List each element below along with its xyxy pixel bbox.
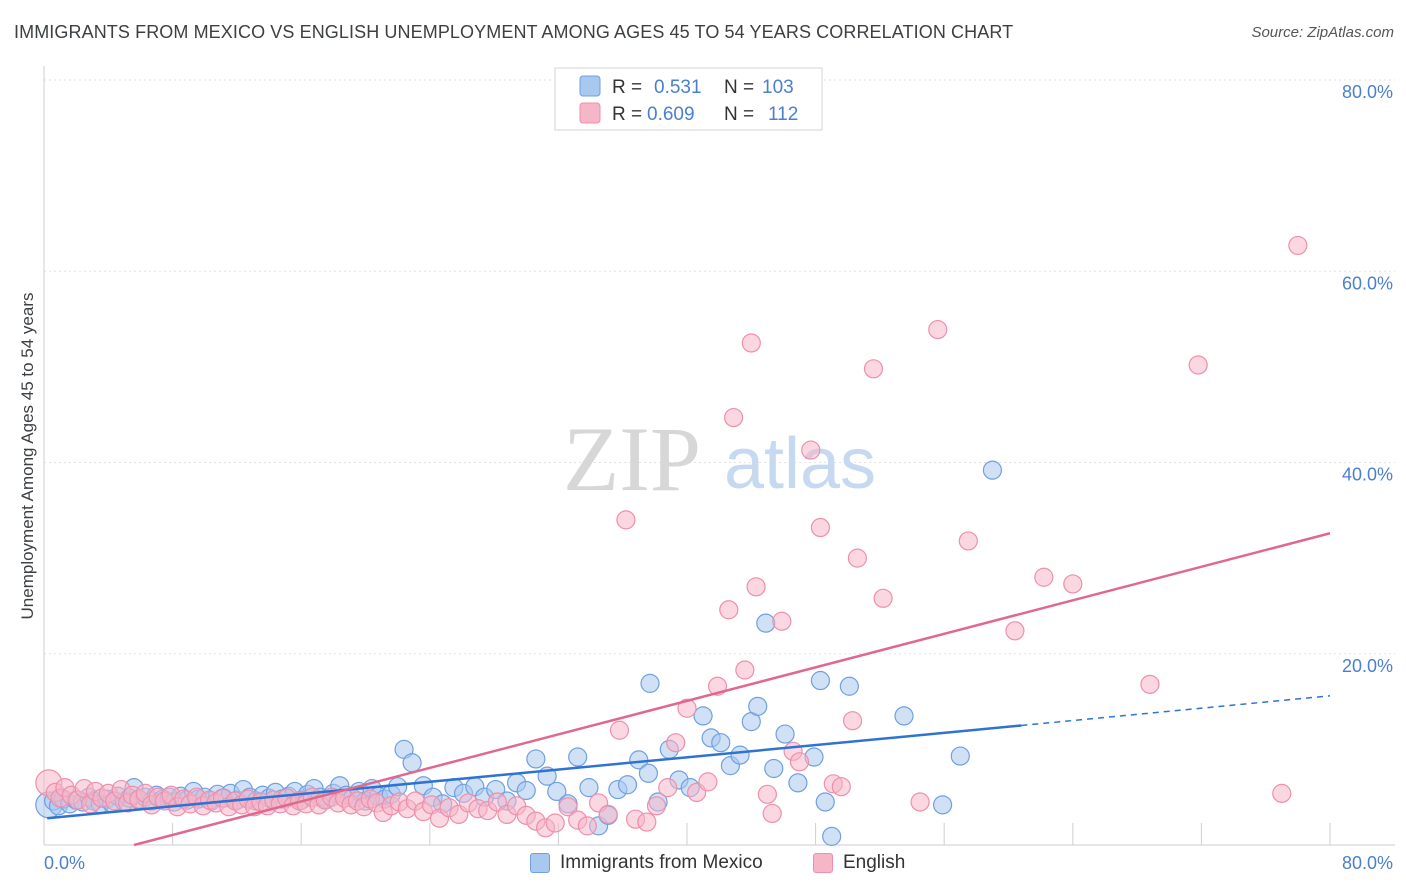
data-point-mexico: [815, 792, 835, 812]
data-point-mexico: [617, 775, 638, 795]
legend-r-label-2: R =: [612, 104, 642, 125]
data-point-english: [928, 319, 948, 340]
data-point-mexico: [638, 763, 659, 783]
data-point-english: [958, 531, 978, 551]
data-point-mexico: [730, 745, 750, 765]
series-english: [35, 235, 1308, 838]
data-point-english: [719, 600, 739, 620]
data-point-english: [746, 577, 766, 597]
data-point-english: [762, 803, 782, 824]
legend: R = 0.531 N = 103 R = 0.609 N = 112: [554, 67, 823, 131]
data-point-mexico: [748, 696, 768, 716]
chart-source: Source: ZipAtlas.com: [1251, 24, 1394, 41]
data-point-mexico: [579, 778, 599, 798]
legend-r-value-2: 0.609: [647, 104, 695, 125]
data-point-mexico: [982, 460, 1003, 480]
legend-n-value-1: 103: [762, 77, 794, 98]
data-point-english: [842, 711, 863, 731]
data-point-mexico: [693, 706, 713, 726]
axes: [43, 66, 1395, 846]
bottom-legend-item-mexico: Immigrants from Mexico: [530, 852, 763, 874]
data-point-english: [847, 548, 867, 568]
data-point-mexico: [764, 758, 784, 779]
data-point-mexico: [568, 747, 588, 767]
data-point-english: [1288, 235, 1308, 256]
data-point-english: [735, 660, 755, 680]
data-point-english: [724, 407, 744, 428]
data-point-mexico: [788, 773, 808, 793]
data-point-english: [598, 804, 618, 825]
bottom-legend-label-mexico: Immigrants from Mexico: [560, 852, 763, 873]
data-point-mexico: [950, 746, 970, 766]
tick-labels: 20.0% 40.0% 60.0% 80.0% 0.0% 80.0%: [44, 82, 1393, 873]
data-point-english: [863, 359, 884, 379]
data-point-mexico: [839, 676, 859, 696]
y-tick-label: 40.0%: [1342, 465, 1393, 485]
trend-line-mexico: [47, 724, 1022, 820]
data-point-mexico: [711, 733, 731, 753]
data-point-english: [646, 796, 667, 816]
x-tick-label: 0.0%: [44, 853, 85, 873]
data-point-mexico: [810, 670, 831, 691]
data-point-english: [637, 812, 657, 832]
trend-line-english: [133, 532, 1331, 847]
data-point-mexico: [516, 780, 536, 801]
data-point-english: [789, 752, 810, 772]
bottom-legend-label-english: English: [843, 852, 906, 873]
legend-swatch-pink: [579, 102, 601, 124]
data-point-english: [666, 733, 686, 753]
data-point-english: [741, 333, 761, 353]
data-point-english: [558, 797, 578, 817]
data-point-english: [910, 792, 930, 812]
data-point-english: [609, 720, 630, 740]
data-point-english: [1140, 674, 1160, 694]
data-point-mexico: [932, 795, 953, 815]
y-tick-label: 80.0%: [1342, 82, 1393, 102]
data-point-english: [873, 588, 893, 608]
legend-n-label-2: N =: [724, 104, 754, 125]
trend-line-mexico-extension: [1021, 695, 1331, 727]
data-point-mexico: [775, 724, 795, 744]
data-point-english: [831, 777, 851, 797]
legend-n-value-2: 112: [768, 104, 798, 125]
data-point-english: [677, 698, 697, 718]
data-point-english: [772, 611, 792, 631]
grid-lines: [43, 79, 1395, 845]
bottom-legend-swatch-pink: [813, 853, 833, 873]
y-tick-label: 20.0%: [1342, 656, 1393, 676]
data-point-english: [545, 813, 565, 833]
watermark-zip: ZIP: [563, 408, 701, 510]
data-point-mexico: [526, 749, 546, 769]
x-tick-label: 80.0%: [1342, 853, 1393, 873]
watermark-atlas: atlas: [724, 424, 876, 504]
data-point-english: [810, 517, 831, 538]
data-point-english: [1063, 574, 1083, 594]
chart-title: IMMIGRANTS FROM MEXICO VS ENGLISH UNEMPL…: [14, 22, 1014, 42]
legend-r-label-1: R =: [612, 77, 642, 98]
data-point-english: [801, 440, 821, 460]
data-point-english: [1188, 355, 1208, 375]
data-point-english: [1005, 621, 1025, 641]
data-point-mexico: [640, 673, 660, 693]
legend-swatch-blue: [579, 75, 601, 97]
data-point-mexico: [822, 826, 842, 846]
data-point-english: [616, 510, 636, 530]
data-point-english: [577, 816, 597, 836]
data-point-mexico: [547, 781, 567, 802]
legend-r-value-1: 0.531: [654, 77, 702, 98]
data-point-english: [698, 772, 718, 792]
bottom-legend-swatch-blue: [530, 853, 550, 873]
data-point-english: [1034, 567, 1054, 587]
y-tick-label: 60.0%: [1342, 273, 1393, 293]
data-point-mexico: [894, 706, 914, 726]
data-point-mexico: [756, 613, 776, 633]
data-point-english: [658, 778, 678, 798]
bottom-legend-item-english: English: [813, 852, 905, 874]
data-point-mexico: [402, 753, 422, 773]
trend-lines: [47, 532, 1331, 847]
legend-n-label-1: N =: [724, 77, 754, 98]
data-point-english: [1272, 783, 1292, 803]
data-point-english: [757, 784, 777, 804]
